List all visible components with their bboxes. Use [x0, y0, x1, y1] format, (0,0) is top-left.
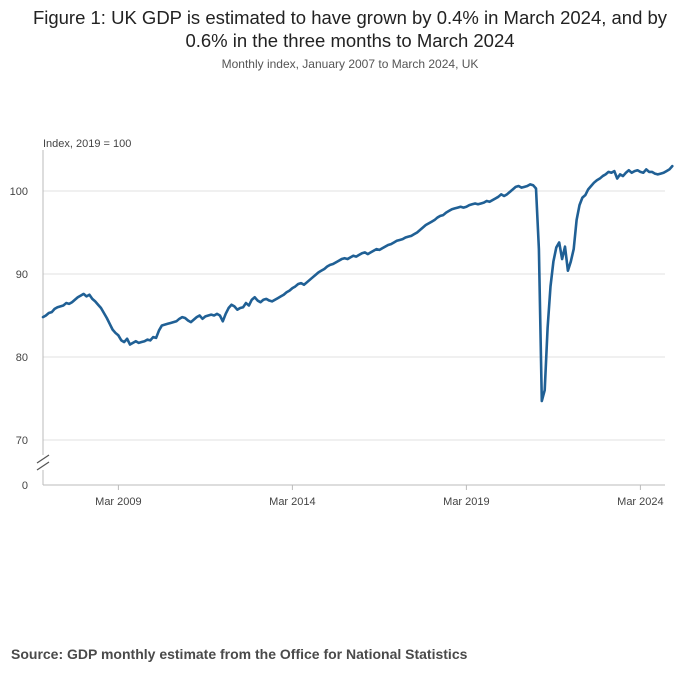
source-note: Source: GDP monthly estimate from the Of…: [11, 646, 468, 662]
axis-break-mark: [36, 461, 50, 471]
x-tick-label: Mar 2019: [443, 496, 489, 508]
series-layer: [41, 164, 674, 403]
x-tick-label: Mar 2024: [617, 496, 663, 508]
y-axis-ticks: 100 90 80 70 0: [10, 186, 28, 492]
gridlines: [43, 190, 665, 441]
axes: Index, 2019 = 100: [36, 138, 665, 486]
chart-title: Figure 1: UK GDP is estimated to have gr…: [32, 7, 668, 51]
axis-break-mark: [36, 454, 50, 464]
y-tick-label: 0: [22, 480, 28, 492]
chart-subtitle: Monthly index, January 2007 to March 202…: [221, 57, 479, 71]
x-tick-label: Mar 2009: [95, 496, 141, 508]
y-tick-label: 100: [10, 186, 28, 198]
series-line-0: [41, 164, 674, 403]
y-tick-label: 70: [16, 435, 28, 447]
x-axis-ticks: Mar 2009 Mar 2014 Mar 2019 Mar 2024: [95, 485, 664, 508]
x-tick-label: Mar 2014: [269, 496, 315, 508]
y-tick-label: 90: [16, 269, 28, 281]
y-tick-label: 80: [16, 352, 28, 364]
y-axis-label: Index, 2019 = 100: [43, 138, 131, 150]
